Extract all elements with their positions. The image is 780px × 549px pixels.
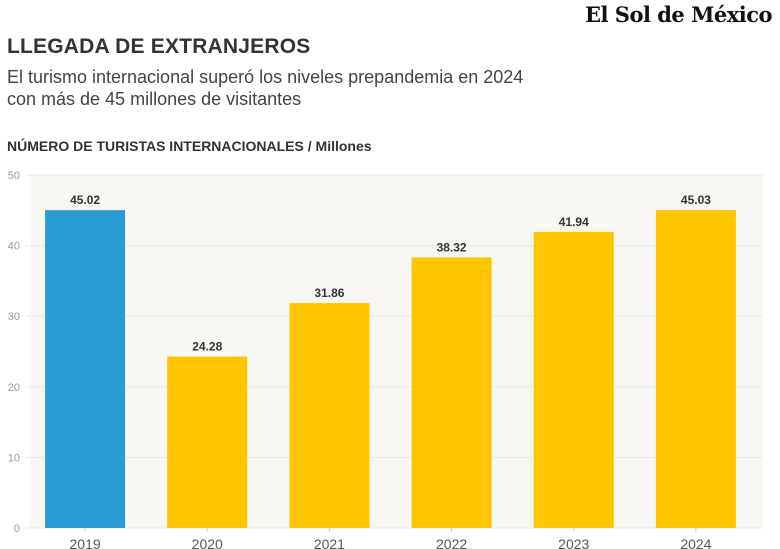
bar-2024 — [655, 210, 736, 528]
value-label: 31.86 — [314, 286, 344, 300]
value-label: 45.03 — [681, 193, 711, 207]
y-tick-label: 30 — [8, 311, 20, 323]
bar-2022 — [411, 257, 492, 528]
bar-2019 — [45, 210, 126, 528]
chart-title: LLEGADA DE EXTRANJEROS — [7, 35, 311, 58]
bar-2023 — [533, 231, 614, 528]
y-tick-label: 50 — [8, 170, 20, 182]
subtitle-line-2: con más de 45 millones de visitantes — [7, 89, 302, 109]
value-label: 38.32 — [437, 240, 467, 254]
brand-logo: El Sol de México — [584, 2, 773, 27]
value-label: 45.02 — [70, 193, 100, 207]
x-tick-label: 2020 — [192, 536, 223, 549]
x-tick-label: 2023 — [558, 536, 589, 549]
bar-2021 — [289, 303, 370, 528]
x-tick-label: 2021 — [314, 536, 345, 549]
x-tick-label: 2024 — [680, 536, 711, 549]
x-tick-label: 2019 — [70, 536, 101, 549]
value-label: 24.28 — [192, 340, 222, 354]
value-labels: 45.02 24.28 31.86 38.32 41.94 45.03 — [70, 193, 711, 353]
x-axis-ticks: 2019 2020 2021 2022 2023 2024 — [70, 528, 712, 549]
y-axis-ticks: 0 10 20 30 40 50 — [8, 170, 20, 535]
subtitle-line-1: El turismo internacional superó los nive… — [7, 67, 524, 87]
gridlines — [26, 174, 763, 529]
x-tick-label: 2022 — [436, 536, 467, 549]
bars — [45, 210, 736, 528]
y-tick-label: 0 — [14, 523, 20, 535]
y-tick-label: 10 — [8, 452, 20, 464]
chart-subtitle: El turismo internacional superó los nive… — [7, 66, 647, 110]
y-tick-label: 40 — [8, 241, 20, 253]
y-tick-label: 20 — [8, 382, 20, 394]
value-label: 41.94 — [559, 215, 589, 229]
bar-2020 — [167, 356, 248, 528]
y-axis-title: NÚMERO DE TURISTAS INTERNACIONALES / Mil… — [7, 138, 372, 154]
plot-background — [30, 175, 763, 528]
